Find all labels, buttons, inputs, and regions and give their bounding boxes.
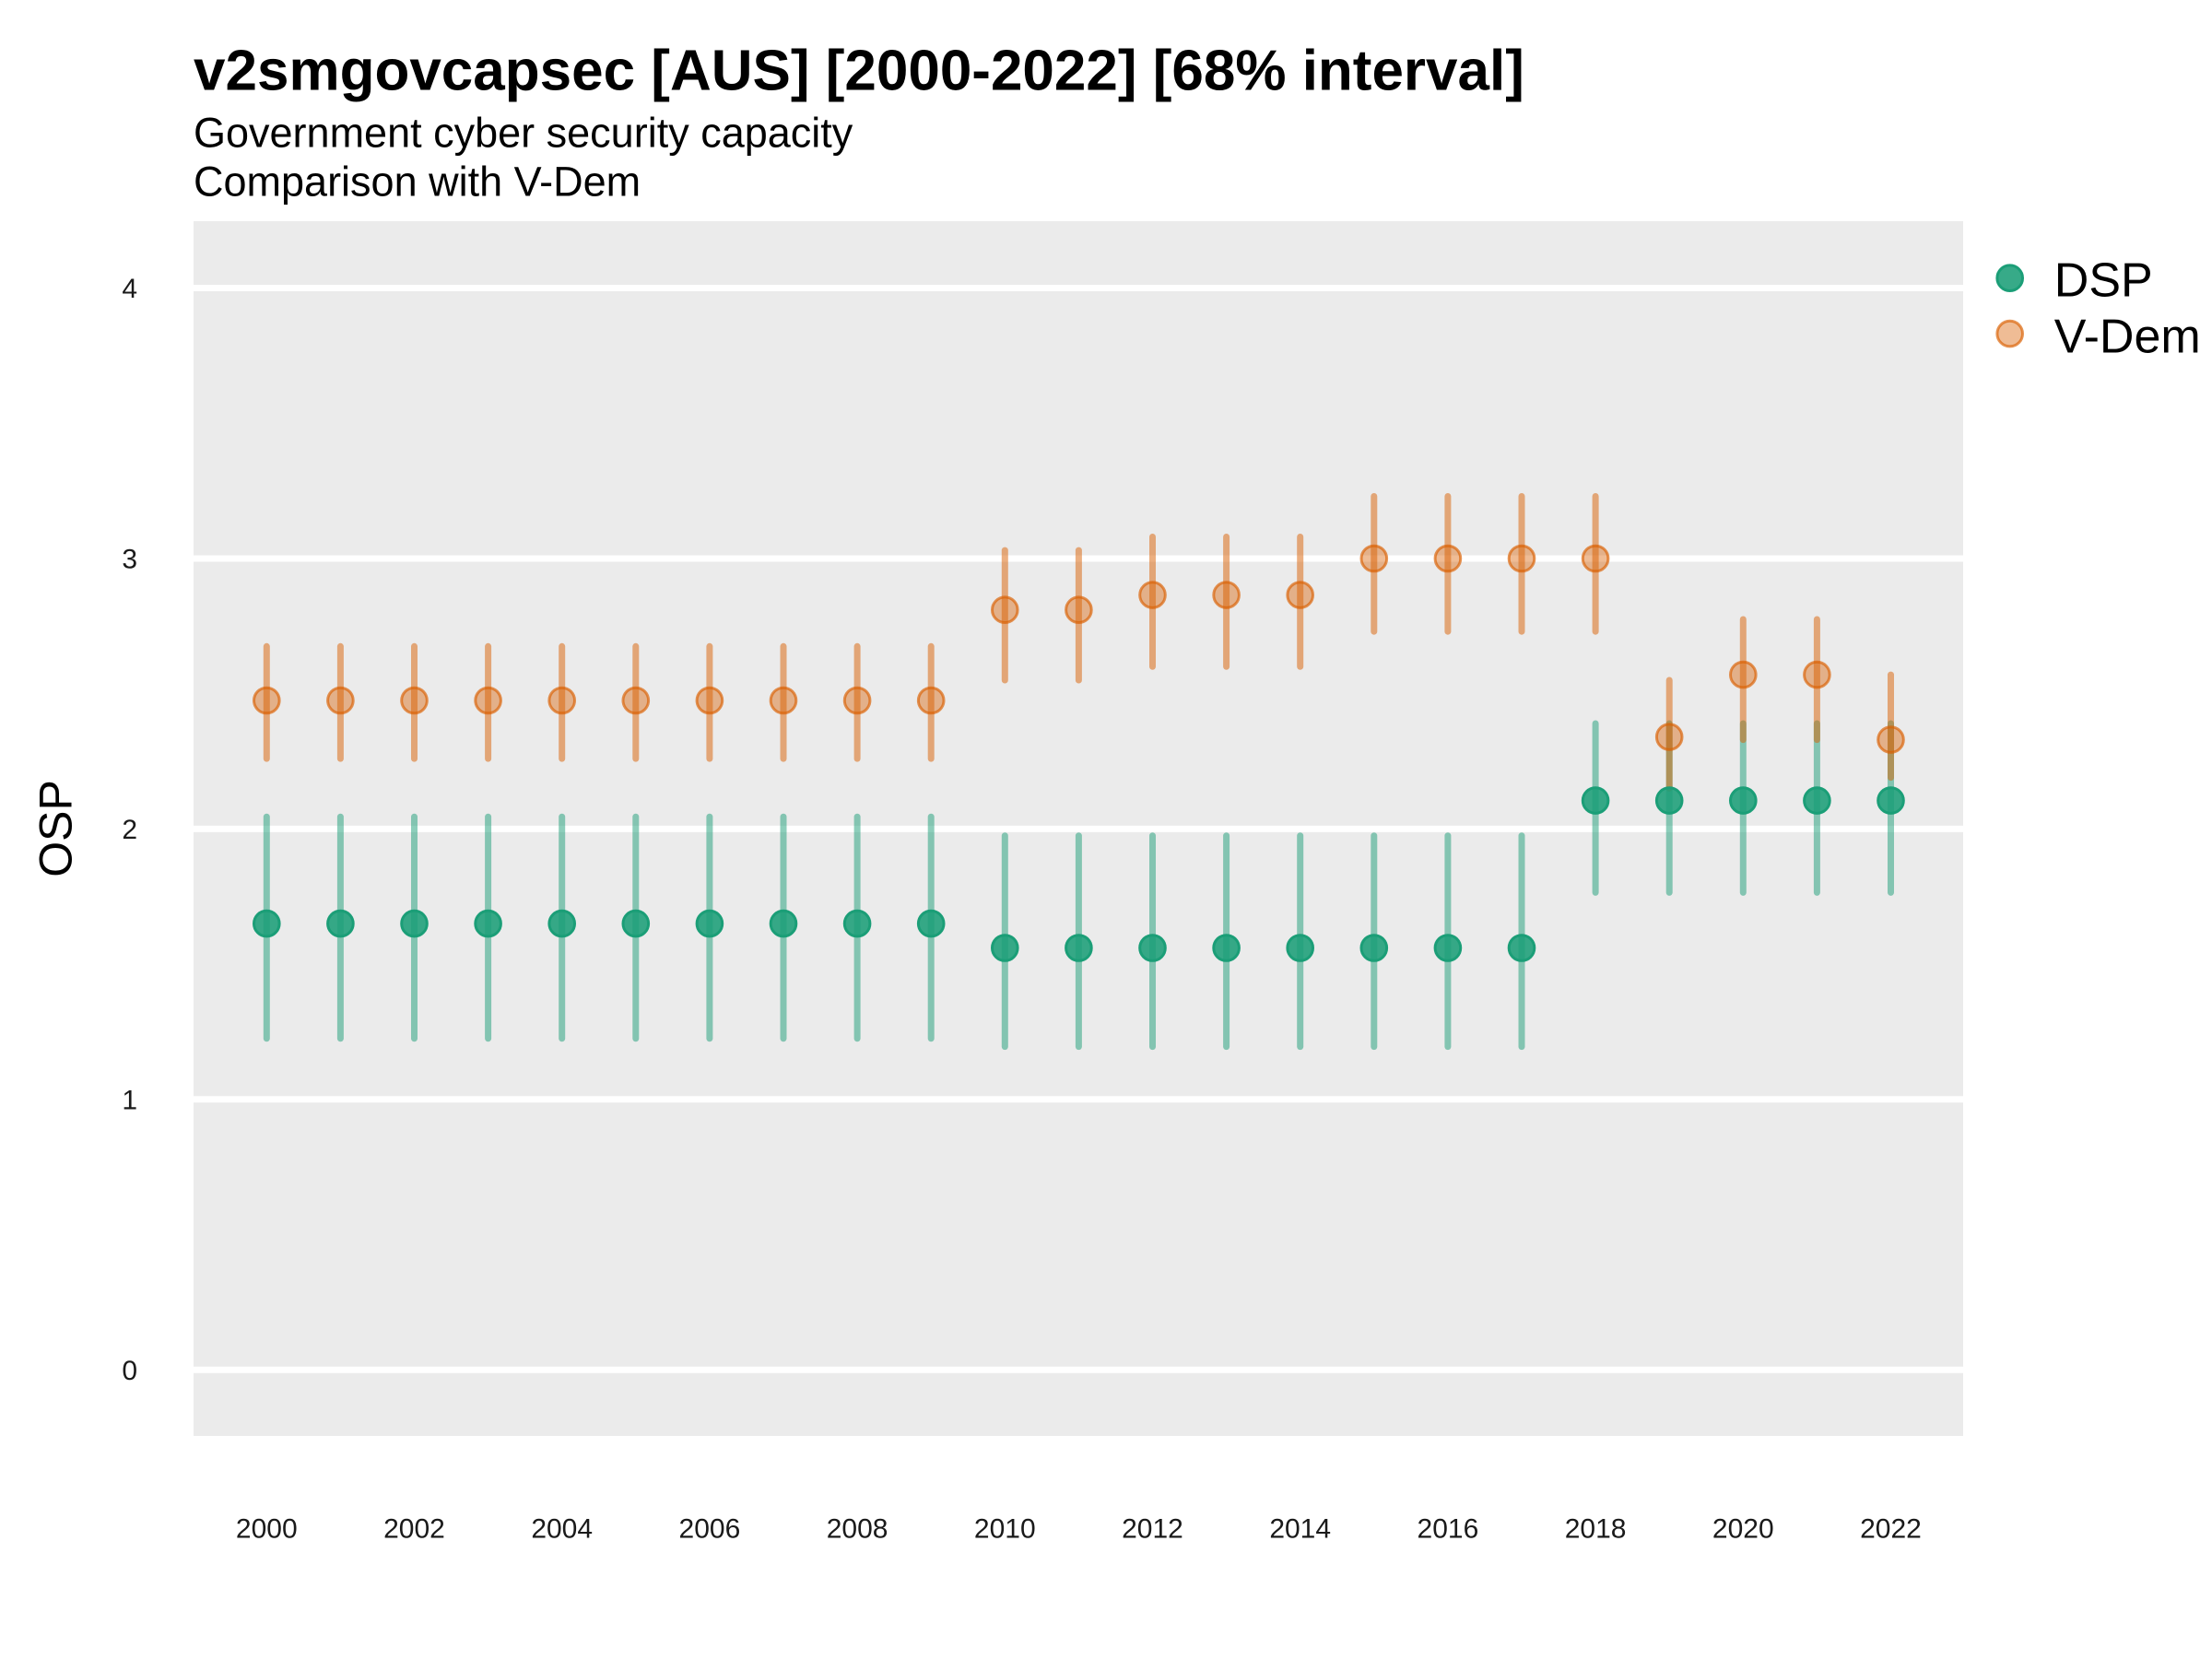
svg-text:2004: 2004 (531, 1514, 593, 1545)
svg-text:2016: 2016 (1418, 1514, 1479, 1545)
svg-text:Government cyber security capa: Government cyber security capacity (194, 110, 853, 157)
svg-text:0: 0 (122, 1356, 137, 1386)
svg-text:2: 2 (122, 815, 137, 845)
svg-text:3: 3 (122, 545, 137, 575)
svg-text:1: 1 (122, 1085, 137, 1115)
svg-text:2008: 2008 (827, 1514, 888, 1545)
svg-text:v2smgovcapsec [AUS] [2000-2022: v2smgovcapsec [AUS] [2000-2022] [68% int… (194, 40, 1524, 103)
svg-text:2022: 2022 (1860, 1514, 1922, 1545)
svg-text:4: 4 (122, 274, 137, 304)
svg-text:OSP: OSP (30, 780, 82, 877)
svg-text:DSP: DSP (2054, 253, 2153, 307)
svg-text:2014: 2014 (1269, 1514, 1331, 1545)
svg-text:2020: 2020 (1712, 1514, 1774, 1545)
svg-text:2012: 2012 (1122, 1514, 1183, 1545)
svg-text:2018: 2018 (1565, 1514, 1627, 1545)
svg-text:Comparison with V-Dem: Comparison with V-Dem (194, 159, 641, 206)
svg-text:2002: 2002 (383, 1514, 445, 1545)
svg-text:2000: 2000 (236, 1514, 298, 1545)
svg-text:V-Dem: V-Dem (2054, 310, 2201, 363)
svg-text:2010: 2010 (974, 1514, 1036, 1545)
svg-text:2006: 2006 (679, 1514, 741, 1545)
